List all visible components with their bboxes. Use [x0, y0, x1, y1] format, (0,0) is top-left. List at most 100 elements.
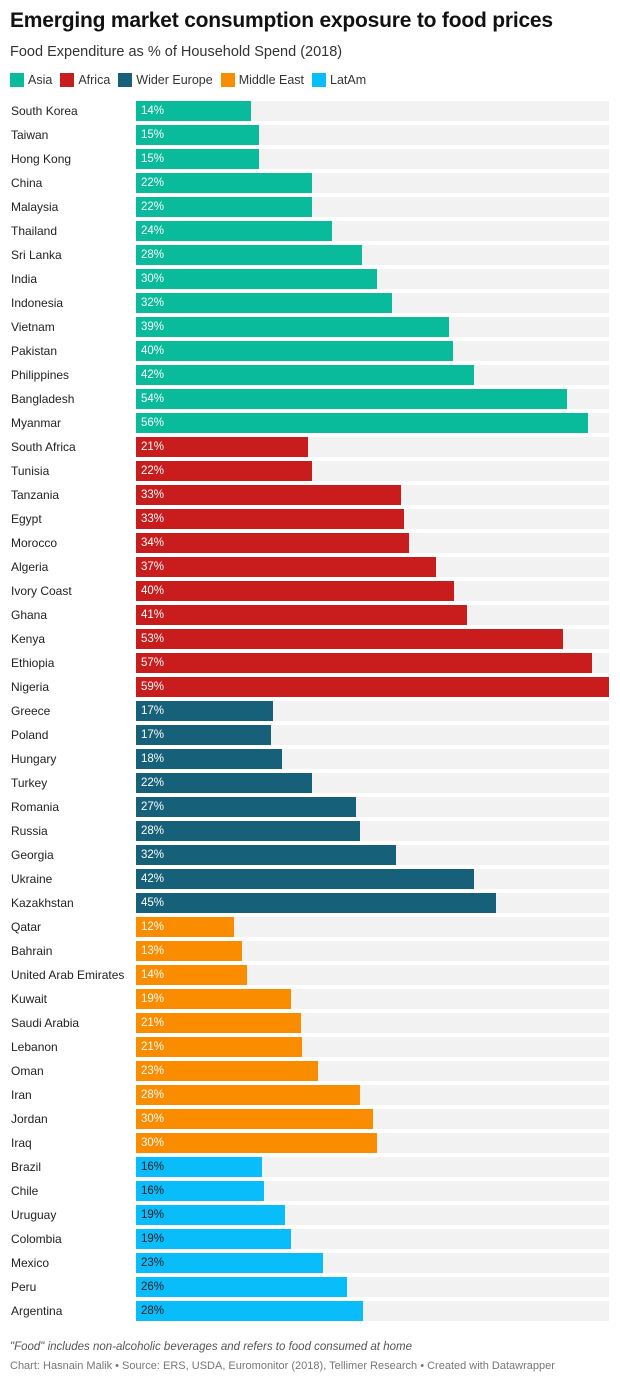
value-label-chile: 16%: [141, 1185, 165, 1197]
category-label-qatar: Qatar: [11, 920, 42, 934]
bar-colombia: [136, 1229, 291, 1249]
legend-label-asia: Asia: [28, 73, 53, 87]
chart-note: "Food" includes non-alcoholic beverages …: [10, 1341, 412, 1353]
bar-track-turkey: 22%: [136, 773, 609, 793]
bar-row-tunisia: Tunisia 22%: [0, 459, 620, 483]
bar-track-iran: 28%: [136, 1085, 609, 1105]
category-label-saudi-arabia: Saudi Arabia: [11, 1016, 80, 1030]
bar-argentina: [136, 1301, 363, 1321]
category-label-united-arab-emirates: United Arab Emirates: [11, 968, 125, 982]
legend-item-africa: Africa: [60, 73, 110, 87]
value-label-philippines: 42%: [141, 369, 165, 381]
bar-track-egypt: 33%: [136, 509, 609, 529]
category-label-morocco: Morocco: [11, 536, 58, 550]
category-label-mexico: Mexico: [11, 1256, 50, 1270]
bar-hong-kong: [136, 149, 259, 169]
bar-row-poland: Poland 17%: [0, 723, 620, 747]
value-label-india: 30%: [141, 273, 165, 285]
category-label-argentina: Argentina: [11, 1304, 63, 1318]
value-label-united-arab-emirates: 14%: [141, 969, 165, 981]
value-label-turkey: 22%: [141, 777, 165, 789]
bar-row-taiwan: Taiwan 15%: [0, 123, 620, 147]
category-label-ukraine: Ukraine: [11, 872, 53, 886]
bar-row-algeria: Algeria 37%: [0, 555, 620, 579]
category-label-south-korea: South Korea: [11, 104, 78, 118]
value-label-saudi-arabia: 21%: [141, 1017, 165, 1029]
bar-row-peru: Peru 26%: [0, 1275, 620, 1299]
category-label-nigeria: Nigeria: [11, 680, 50, 694]
category-label-bangladesh: Bangladesh: [11, 392, 75, 406]
value-label-taiwan: 15%: [141, 129, 165, 141]
bar-row-hungary: Hungary 18%: [0, 747, 620, 771]
bar-malaysia: [136, 197, 312, 217]
bar-row-vietnam: Vietnam 39%: [0, 315, 620, 339]
bar-track-argentina: 28%: [136, 1301, 609, 1321]
category-label-myanmar: Myanmar: [11, 416, 62, 430]
bar-row-greece: Greece 17%: [0, 699, 620, 723]
category-label-pakistan: Pakistan: [11, 344, 58, 358]
bar-south-korea: [136, 101, 251, 121]
bar-united-arab-emirates: [136, 965, 247, 985]
bar-poland: [136, 725, 271, 745]
category-label-hungary: Hungary: [11, 752, 57, 766]
bar-greece: [136, 701, 273, 721]
value-label-nigeria: 59%: [141, 681, 165, 693]
bar-row-mexico: Mexico 23%: [0, 1251, 620, 1275]
value-label-romania: 27%: [141, 801, 165, 813]
category-label-georgia: Georgia: [11, 848, 54, 862]
value-label-egypt: 33%: [141, 513, 165, 525]
category-label-kazakhstan: Kazakhstan: [11, 896, 74, 910]
value-label-jordan: 30%: [141, 1113, 165, 1125]
category-label-taiwan: Taiwan: [11, 128, 49, 142]
value-label-kuwait: 19%: [141, 993, 165, 1005]
bar-track-brazil: 16%: [136, 1157, 609, 1177]
legend-swatch-wider-europe: [118, 73, 133, 87]
bar-row-turkey: Turkey 22%: [0, 771, 620, 795]
bar-track-sri-lanka: 28%: [136, 245, 609, 265]
legend-item-wider-europe: Wider Europe: [118, 73, 213, 87]
bar-row-south-africa: South Africa 21%: [0, 435, 620, 459]
bar-tanzania: [136, 485, 401, 505]
bar-track-iraq: 30%: [136, 1133, 609, 1153]
bar-row-philippines: Philippines 42%: [0, 363, 620, 387]
bar-track-morocco: 34%: [136, 533, 609, 553]
bar-track-ghana: 41%: [136, 605, 609, 625]
bar-track-oman: 23%: [136, 1061, 609, 1081]
bar-georgia: [136, 845, 396, 865]
bar-track-uruguay: 19%: [136, 1205, 609, 1225]
bar-track-hungary: 18%: [136, 749, 609, 769]
category-label-india: India: [11, 272, 38, 286]
bar-row-morocco: Morocco 34%: [0, 531, 620, 555]
category-label-iraq: Iraq: [11, 1136, 32, 1150]
bar-track-lebanon: 21%: [136, 1037, 609, 1057]
bar-row-kuwait: Kuwait 19%: [0, 987, 620, 1011]
bar-row-georgia: Georgia 32%: [0, 843, 620, 867]
category-label-kenya: Kenya: [11, 632, 46, 646]
category-label-egypt: Egypt: [11, 512, 42, 526]
bar-ethiopia: [136, 653, 592, 673]
legend-swatch-latam: [312, 73, 327, 87]
bar-track-georgia: 32%: [136, 845, 609, 865]
bar-track-greece: 17%: [136, 701, 609, 721]
value-label-indonesia: 32%: [141, 297, 165, 309]
category-label-poland: Poland: [11, 728, 49, 742]
category-label-greece: Greece: [11, 704, 51, 718]
chart-title: Emerging market consumption exposure to …: [10, 9, 553, 32]
bar-row-nigeria: Nigeria 59%: [0, 675, 620, 699]
bar-qatar: [136, 917, 234, 937]
bar-row-uruguay: Uruguay 19%: [0, 1203, 620, 1227]
category-label-china: China: [11, 176, 43, 190]
bar-ivory-coast: [136, 581, 454, 601]
bar-oman: [136, 1061, 318, 1081]
legend-item-latam: LatAm: [312, 73, 366, 87]
value-label-tanzania: 33%: [141, 489, 165, 501]
bar-romania: [136, 797, 356, 817]
bar-track-hong-kong: 15%: [136, 149, 609, 169]
bar-chile: [136, 1181, 264, 1201]
bar-row-south-korea: South Korea 14%: [0, 99, 620, 123]
bar-track-romania: 27%: [136, 797, 609, 817]
bar-track-colombia: 19%: [136, 1229, 609, 1249]
bar-row-saudi-arabia: Saudi Arabia 21%: [0, 1011, 620, 1035]
value-label-china: 22%: [141, 177, 165, 189]
bar-row-chile: Chile 16%: [0, 1179, 620, 1203]
